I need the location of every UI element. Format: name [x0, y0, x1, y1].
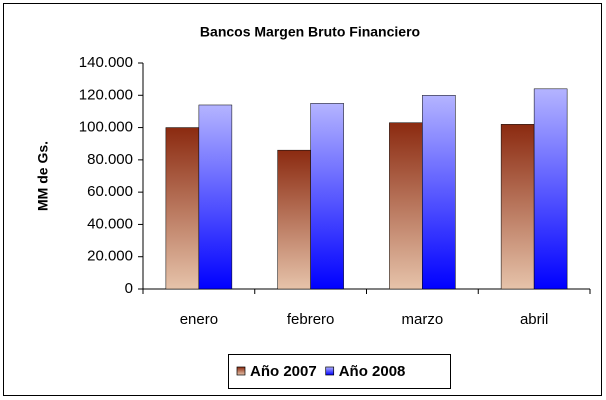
y-axis-label: MM de Gs. — [35, 141, 51, 211]
y-tick-label: 20.000 — [87, 248, 133, 265]
x-tick-label: febrero — [287, 311, 335, 328]
bar — [389, 122, 423, 290]
bar — [533, 88, 568, 290]
legend-label: Año 2008 — [339, 363, 406, 380]
x-tick-label: abril — [520, 311, 548, 328]
y-tick-label: 40.000 — [87, 215, 133, 232]
legend-swatch — [325, 366, 335, 376]
chart-title: Bancos Margen Bruto Financiero — [200, 24, 420, 40]
legend-swatch — [236, 366, 246, 376]
y-tick-label: 100.000 — [79, 119, 133, 136]
bar — [165, 127, 200, 290]
bar — [198, 104, 233, 290]
bar — [500, 124, 535, 290]
bar — [310, 103, 344, 290]
x-tick-label: enero — [180, 311, 218, 328]
y-tick-label: 120.000 — [79, 86, 133, 103]
x-tick-label: marzo — [402, 311, 444, 328]
y-tick-label: 140.000 — [79, 54, 133, 71]
y-tick-label: 0 — [125, 280, 133, 297]
bar — [422, 95, 456, 290]
bar — [277, 149, 311, 290]
y-tick-label: 80.000 — [87, 151, 133, 168]
y-tick-label: 60.000 — [87, 183, 133, 200]
legend-label: Año 2007 — [250, 363, 317, 380]
legend-frame — [228, 354, 451, 389]
